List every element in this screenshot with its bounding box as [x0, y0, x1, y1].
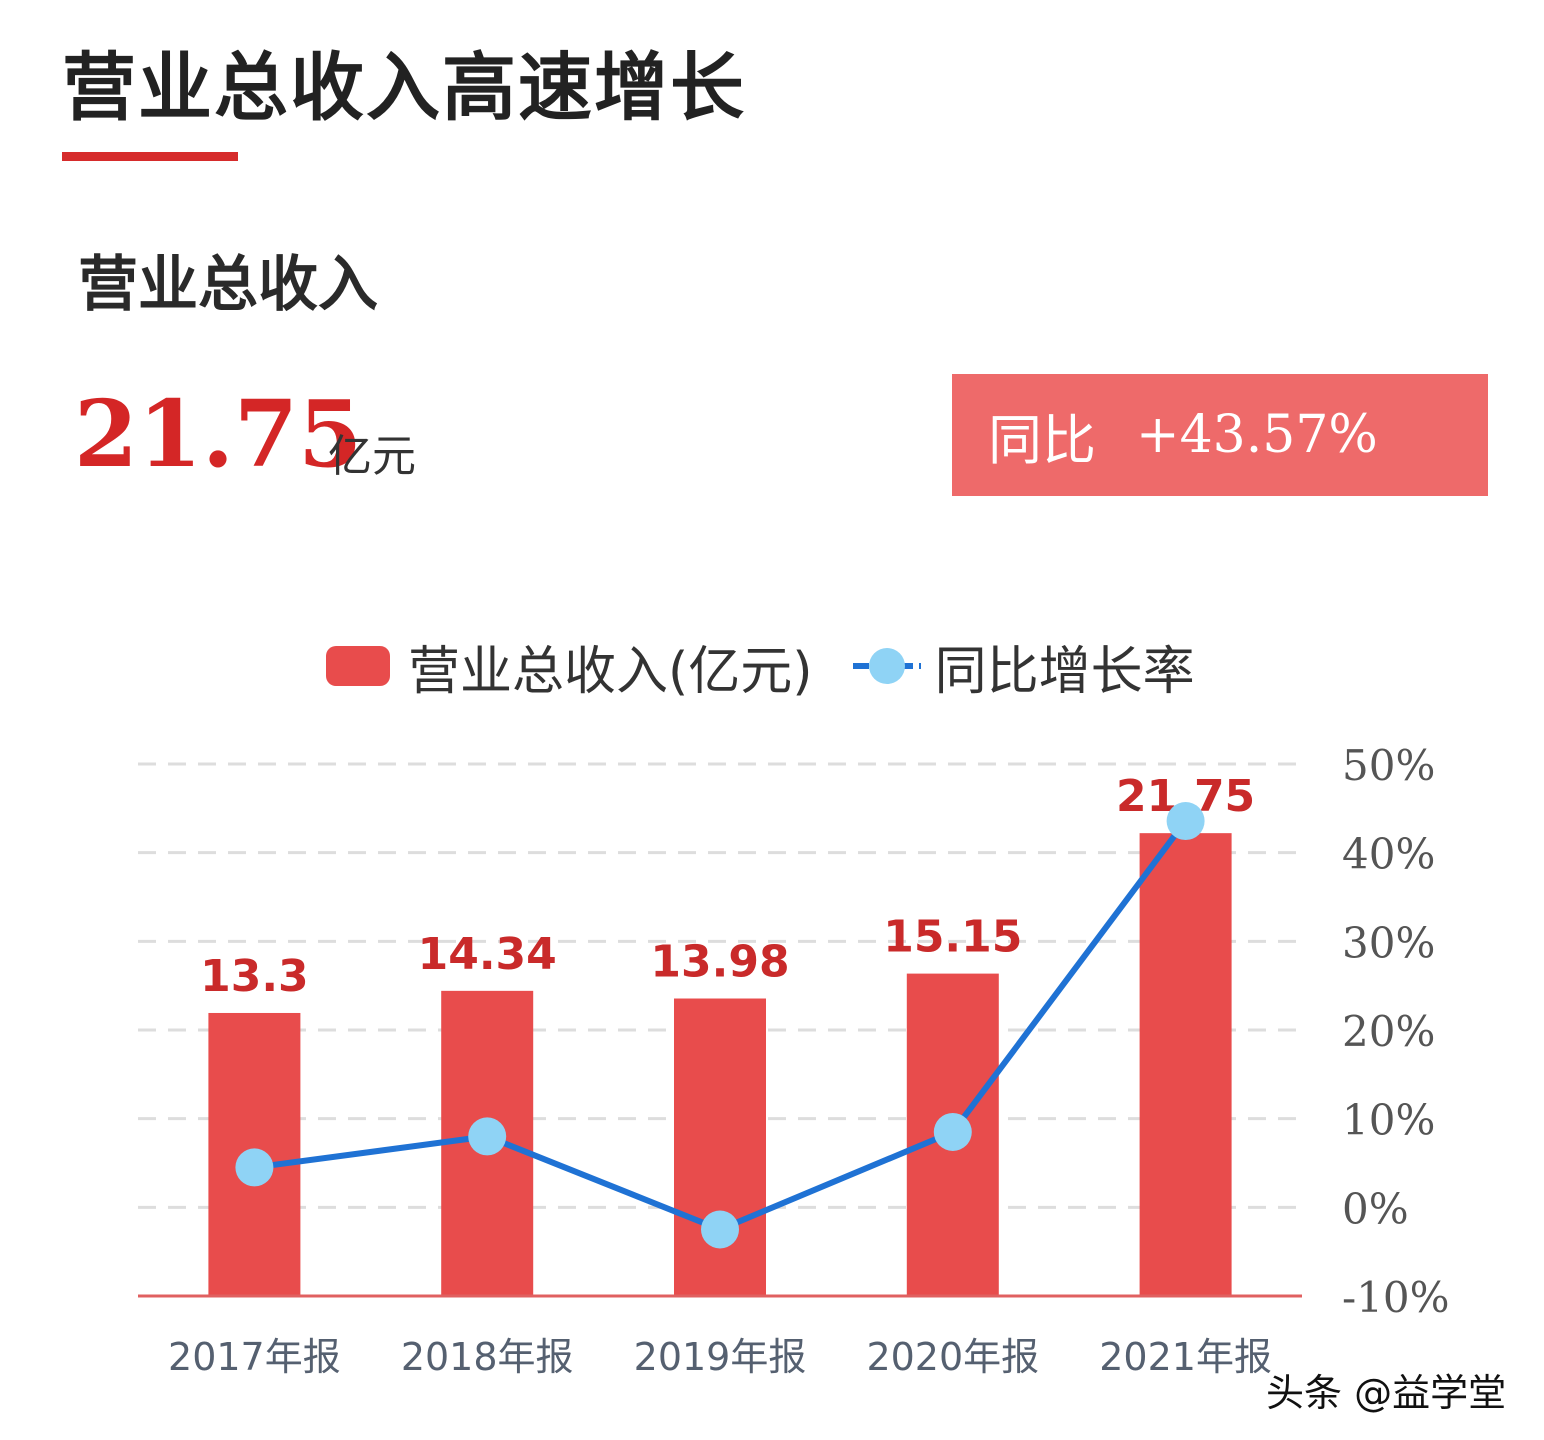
watermark: 头条 @益学堂 [1266, 1371, 1507, 1415]
yoy-badge: 同比 +43.57% [952, 374, 1488, 496]
growth-rate-point [933, 1112, 972, 1151]
page-title: 营业总收入高速增长 [62, 45, 746, 131]
bar [674, 998, 766, 1296]
legend-line-swatch [852, 646, 921, 686]
yoy-value: +43.57% [1136, 405, 1378, 465]
legend-bar-label: 营业总收入(亿元) [408, 641, 813, 702]
section-title: 营业总收入 [78, 250, 378, 320]
y-axis-right-tick-label: 0% [1342, 1184, 1409, 1233]
legend-line-label: 同比增长率 [934, 641, 1195, 702]
growth-rate-point [1166, 802, 1205, 841]
bar-value-label: 14.34 [418, 929, 557, 980]
bar-value-label: 13.98 [650, 937, 789, 988]
title-underline [62, 152, 238, 161]
growth-rate-point [468, 1117, 507, 1156]
kpi-unit: 亿元 [328, 431, 416, 482]
growth-rate-point [235, 1148, 274, 1187]
y-axis-right-tick-label: 50% [1342, 741, 1435, 790]
yoy-label: 同比 [988, 408, 1096, 472]
y-axis-right-tick-label: 20% [1342, 1007, 1435, 1056]
bar-value-label: 15.15 [883, 912, 1022, 963]
bar-value-label: 13.3 [200, 951, 309, 1002]
x-axis-category-label: 2020年报 [866, 1335, 1039, 1379]
x-axis-category-label: 2021年报 [1099, 1335, 1272, 1379]
legend-bar-swatch [326, 646, 390, 686]
bar [1139, 833, 1232, 1296]
growth-rate-point [701, 1210, 739, 1249]
x-axis-category-label: 2017年报 [168, 1335, 341, 1379]
x-axis-category-label: 2018年报 [401, 1335, 574, 1379]
x-axis-category-label: 2019年报 [634, 1335, 807, 1379]
y-axis-right-tick-label: 10% [1342, 1096, 1435, 1145]
chart-legend: 营业总收入(亿元) 同比增长率 [326, 630, 1195, 702]
y-axis-right-tick-label: 30% [1342, 918, 1435, 967]
y-axis-right-tick-label: 40% [1342, 830, 1435, 879]
kpi-value: 21.75 [74, 380, 363, 488]
y-axis-right-tick-label: -10% [1342, 1273, 1450, 1322]
